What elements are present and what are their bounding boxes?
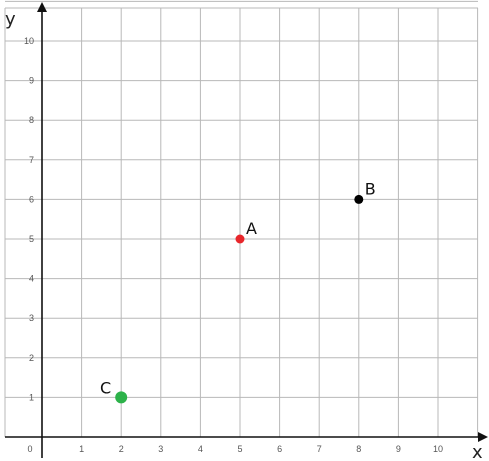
- y-tick-label: 7: [29, 155, 34, 165]
- y-tick-label: 6: [29, 194, 34, 204]
- x-axis-label: x: [472, 442, 483, 461]
- point-b: [354, 194, 364, 204]
- x-tick-label: 10: [433, 444, 443, 454]
- point-label-b: B: [365, 179, 376, 198]
- x-tick-label: 7: [317, 444, 322, 454]
- grid: [4, 0, 479, 437]
- x-tick-label: 5: [237, 444, 242, 454]
- point-c: [115, 391, 128, 404]
- point-label-c: C: [100, 378, 111, 397]
- data-points: A B C: [100, 179, 376, 404]
- axes: [5, 2, 488, 458]
- y-tick-labels: 1 2 3 4 5 6 7 8 9 10: [24, 36, 34, 402]
- y-axis-label: y: [5, 9, 16, 30]
- x-tick-label: 3: [158, 444, 163, 454]
- x-tick-label: 6: [277, 444, 282, 454]
- y-tick-label: 4: [29, 274, 34, 284]
- y-tick-label: 1: [29, 392, 34, 402]
- x-tick-label: 1: [79, 444, 84, 454]
- y-tick-label: 5: [29, 234, 34, 244]
- x-tick-label: 8: [356, 444, 361, 454]
- point-label-a: A: [246, 219, 257, 238]
- x-tick-label: 0: [27, 444, 32, 454]
- point-a: [235, 234, 245, 244]
- y-tick-label: 2: [29, 353, 34, 363]
- y-tick-label: 9: [29, 76, 34, 86]
- x-tick-labels: 0 1 2 3 4 5 6 7 8 9 10: [27, 444, 443, 454]
- x-axis-arrow: [478, 432, 488, 442]
- x-tick-label: 9: [396, 444, 401, 454]
- y-axis-arrow: [37, 2, 47, 12]
- y-tick-label: 8: [29, 115, 34, 125]
- x-tick-label: 2: [119, 444, 124, 454]
- x-tick-label: 4: [198, 444, 203, 454]
- y-tick-label: 3: [29, 313, 34, 323]
- y-tick-label: 10: [24, 36, 34, 46]
